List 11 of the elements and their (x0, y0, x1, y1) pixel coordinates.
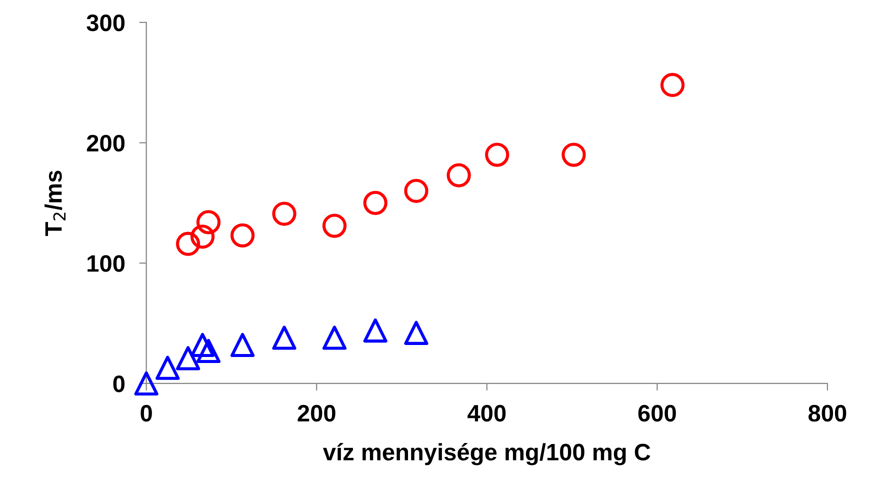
x-tick-label: 200 (298, 404, 336, 422)
x-axis-title: víz mennyisége mg/100 mg C (322, 442, 650, 466)
x-tick-label: 0 (140, 404, 152, 422)
y-tick-label: 200 (86, 134, 125, 152)
y-tick-label: 0 (113, 376, 125, 392)
x-tick-label: 600 (638, 404, 676, 422)
x-tick-label: 800 (808, 404, 846, 422)
y-tick-label: 300 (86, 14, 125, 32)
x-tick-label: 400 (468, 404, 506, 422)
y-axis-title: T$_{2}$/ms (44, 170, 66, 236)
y-tick-label: 100 (88, 255, 125, 272)
